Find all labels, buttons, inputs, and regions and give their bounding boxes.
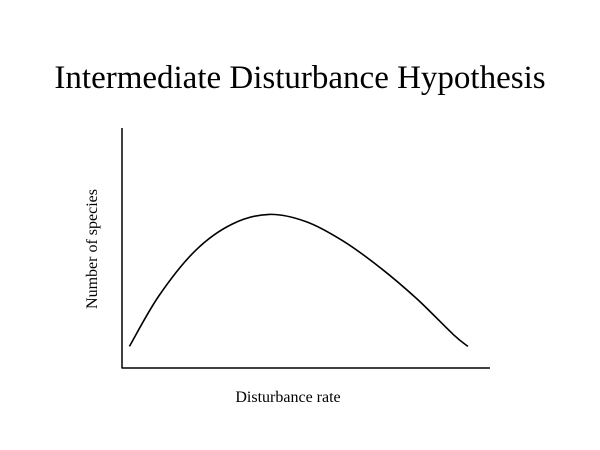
x-axis-label: Disturbance rate [235, 389, 340, 406]
y-axis-label: Number of species [84, 189, 101, 309]
chart-title: Intermediate Disturbance Hypothesis [54, 60, 546, 96]
species-curve-line [128, 213, 469, 348]
